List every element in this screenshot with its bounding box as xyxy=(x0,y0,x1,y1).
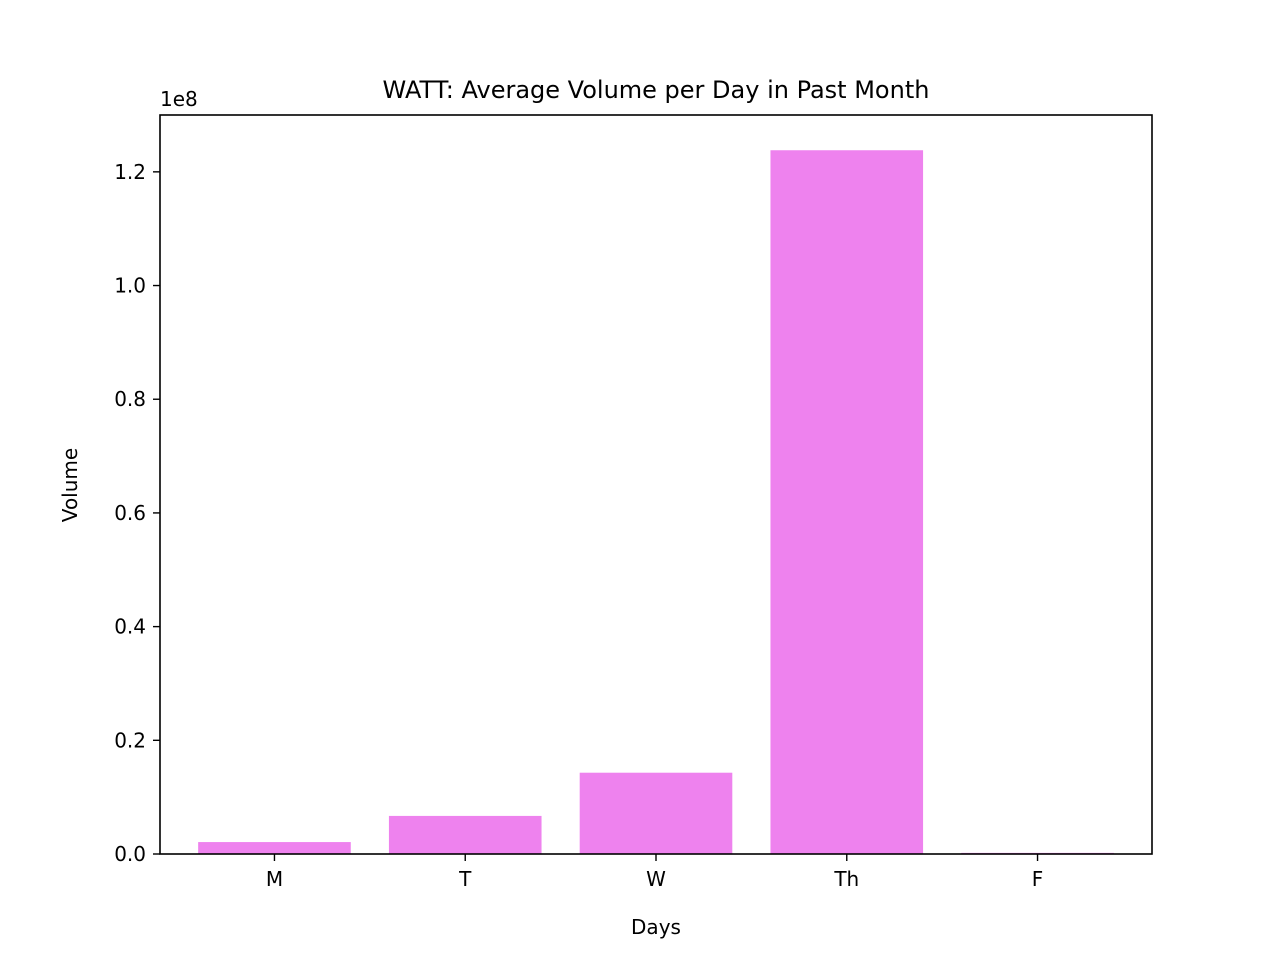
y-tick-label: 1.0 xyxy=(114,274,146,298)
y-tick-label: 0.6 xyxy=(114,501,146,525)
bar-m xyxy=(198,842,351,854)
y-tick-label: 0.4 xyxy=(114,615,146,639)
y-axis-offset-label: 1e8 xyxy=(160,87,198,111)
x-tick-label: T xyxy=(458,867,472,891)
y-tick-label: 1.2 xyxy=(114,160,146,184)
bar-th xyxy=(770,150,924,854)
y-tick-label: 0.2 xyxy=(114,728,146,752)
x-axis-label: Days xyxy=(631,915,681,939)
x-axis-ticks: M T W Th F xyxy=(266,854,1043,891)
chart-title: WATT: Average Volume per Day in Past Mon… xyxy=(383,76,930,104)
bar-t xyxy=(388,815,542,854)
y-tick-label: 0.0 xyxy=(114,842,146,866)
bar-w xyxy=(579,772,733,854)
x-tick-label: M xyxy=(266,867,283,891)
y-axis-ticks: 0.0 0.2 0.4 0.6 0.8 1.0 1.2 xyxy=(114,160,160,866)
plot-area-frame xyxy=(159,114,1153,855)
x-tick-label: F xyxy=(1032,867,1044,891)
y-tick-label: 0.8 xyxy=(114,387,146,411)
y-axis-label: Volume xyxy=(58,448,82,522)
bars xyxy=(198,150,1114,854)
x-tick-label: Th xyxy=(833,867,859,891)
x-tick-label: W xyxy=(646,867,666,891)
